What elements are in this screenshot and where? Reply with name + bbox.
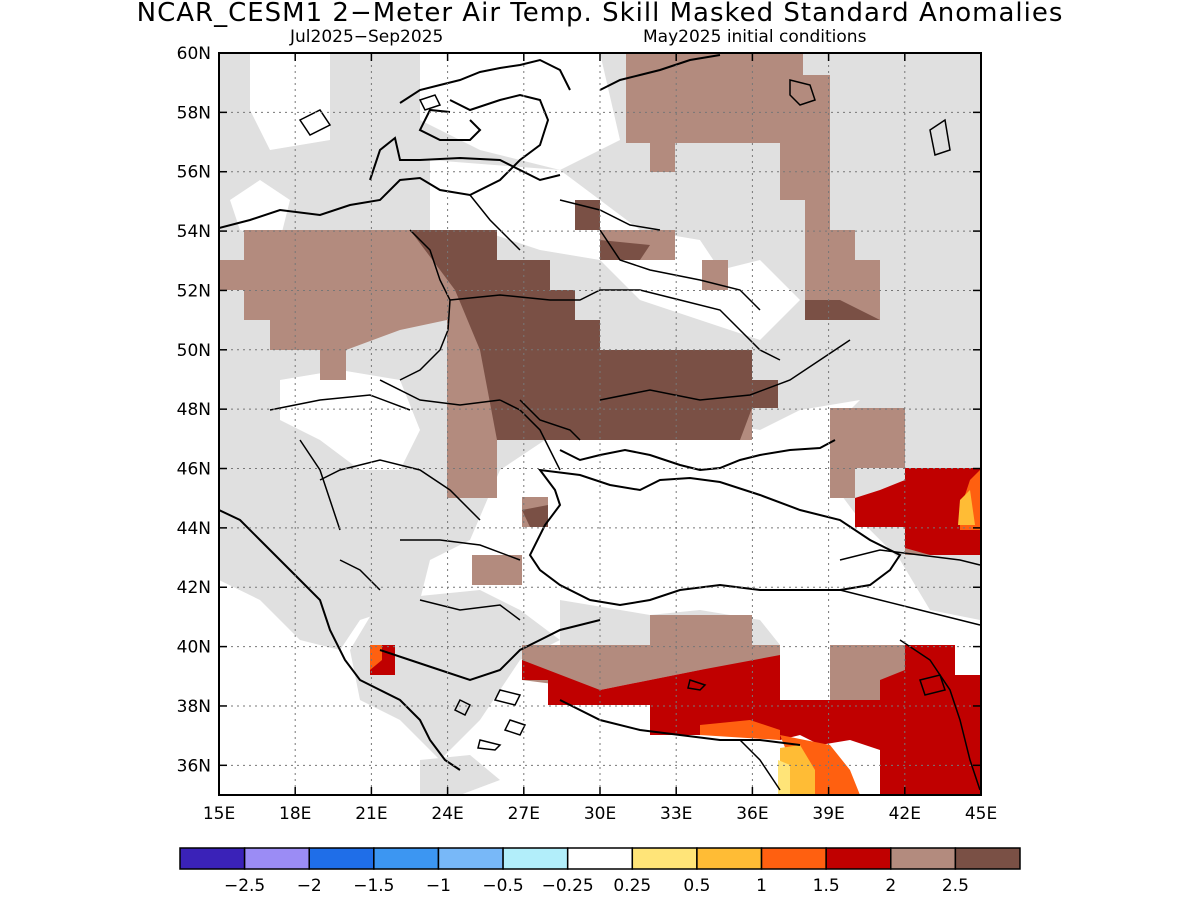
colorbar-swatch — [179, 847, 246, 870]
colorbar-swatch — [696, 847, 763, 870]
lat-label: 46N — [177, 460, 211, 480]
forecast-period: Jul2025−Sep2025 — [290, 27, 444, 47]
colorbar-label: −1.5 — [353, 876, 394, 896]
colorbar: −2.5 −2 −1.5 −1 −0.5 −0.25 0.25 0.5 1 1.5 2 2.5 — [179, 847, 1021, 896]
lat-label: 56N — [177, 163, 211, 183]
country-borders — [269, 194, 981, 791]
colorbar-label: −2.5 — [224, 876, 265, 896]
lon-label: 45E — [965, 804, 997, 824]
colorbar-swatch — [566, 847, 634, 870]
colorbar-swatch — [890, 847, 957, 870]
colorbar-swatch — [631, 847, 698, 870]
lat-label: 36N — [177, 756, 211, 776]
colorbar-label: −0.25 — [542, 876, 594, 896]
lon-label: 27E — [508, 804, 540, 824]
colorbar-label: 1.5 — [813, 876, 840, 896]
map-area — [219, 53, 981, 795]
colorbar-label: −0.5 — [482, 876, 523, 896]
colorbar-swatch — [373, 847, 440, 870]
lat-label: 38N — [177, 697, 211, 717]
lat-label: 48N — [177, 400, 211, 420]
lat-label: 60N — [177, 44, 211, 64]
longitude-axis: 15E 18E 21E 24E 27E 30E 33E 36E 39E 42E 45E — [203, 53, 997, 824]
lat-label: 58N — [177, 103, 211, 123]
lat-label: 50N — [177, 341, 211, 361]
initial-conditions: May2025 initial conditions — [643, 27, 867, 47]
colorbar-swatch — [825, 847, 892, 870]
colorbar-label: 0.25 — [613, 876, 651, 896]
lon-label: 36E — [736, 804, 768, 824]
colorbar-label: −1 — [426, 876, 451, 896]
anomaly-0p25-0p5 — [778, 760, 790, 795]
colorbar-label: 2 — [885, 876, 896, 896]
colorbar-swatch — [308, 847, 375, 870]
islands — [298, 79, 951, 751]
colorbar-label: 0.5 — [683, 876, 710, 896]
anomaly-1p5-2 — [370, 468, 980, 795]
colorbar-label: −2 — [297, 876, 322, 896]
lat-label: 44N — [177, 519, 211, 539]
lon-label: 24E — [431, 804, 463, 824]
lon-label: 42E — [889, 804, 921, 824]
lon-label: 33E — [660, 804, 692, 824]
colorbar-swatch — [243, 847, 310, 870]
lat-label: 40N — [177, 638, 211, 658]
colorbar-swatch — [760, 847, 827, 870]
lat-label: 42N — [177, 578, 211, 598]
lat-label: 52N — [177, 281, 211, 301]
colorbar-swatch — [954, 847, 1021, 870]
lat-label: 54N — [177, 222, 211, 242]
colorbar-label: 2.5 — [942, 876, 969, 896]
lon-label: 18E — [279, 804, 311, 824]
latitude-axis: 60N 58N 56N 54N 52N 50N 48N 46N 44N 42N 40N 38N 36N — [177, 44, 981, 776]
coastlines — [219, 54, 902, 771]
lon-label: 15E — [203, 804, 235, 824]
chart-title: NCAR_CESM1 2−Meter Air Temp. Skill Maske… — [136, 0, 1064, 28]
lon-label: 21E — [355, 804, 387, 824]
lon-label: 39E — [812, 804, 844, 824]
colorbar-label: 1 — [756, 876, 767, 896]
lon-label: 30E — [584, 804, 616, 824]
anomaly-above-2p5 — [410, 200, 880, 527]
colorbar-swatch — [502, 847, 569, 870]
colorbar-swatch — [437, 847, 504, 870]
